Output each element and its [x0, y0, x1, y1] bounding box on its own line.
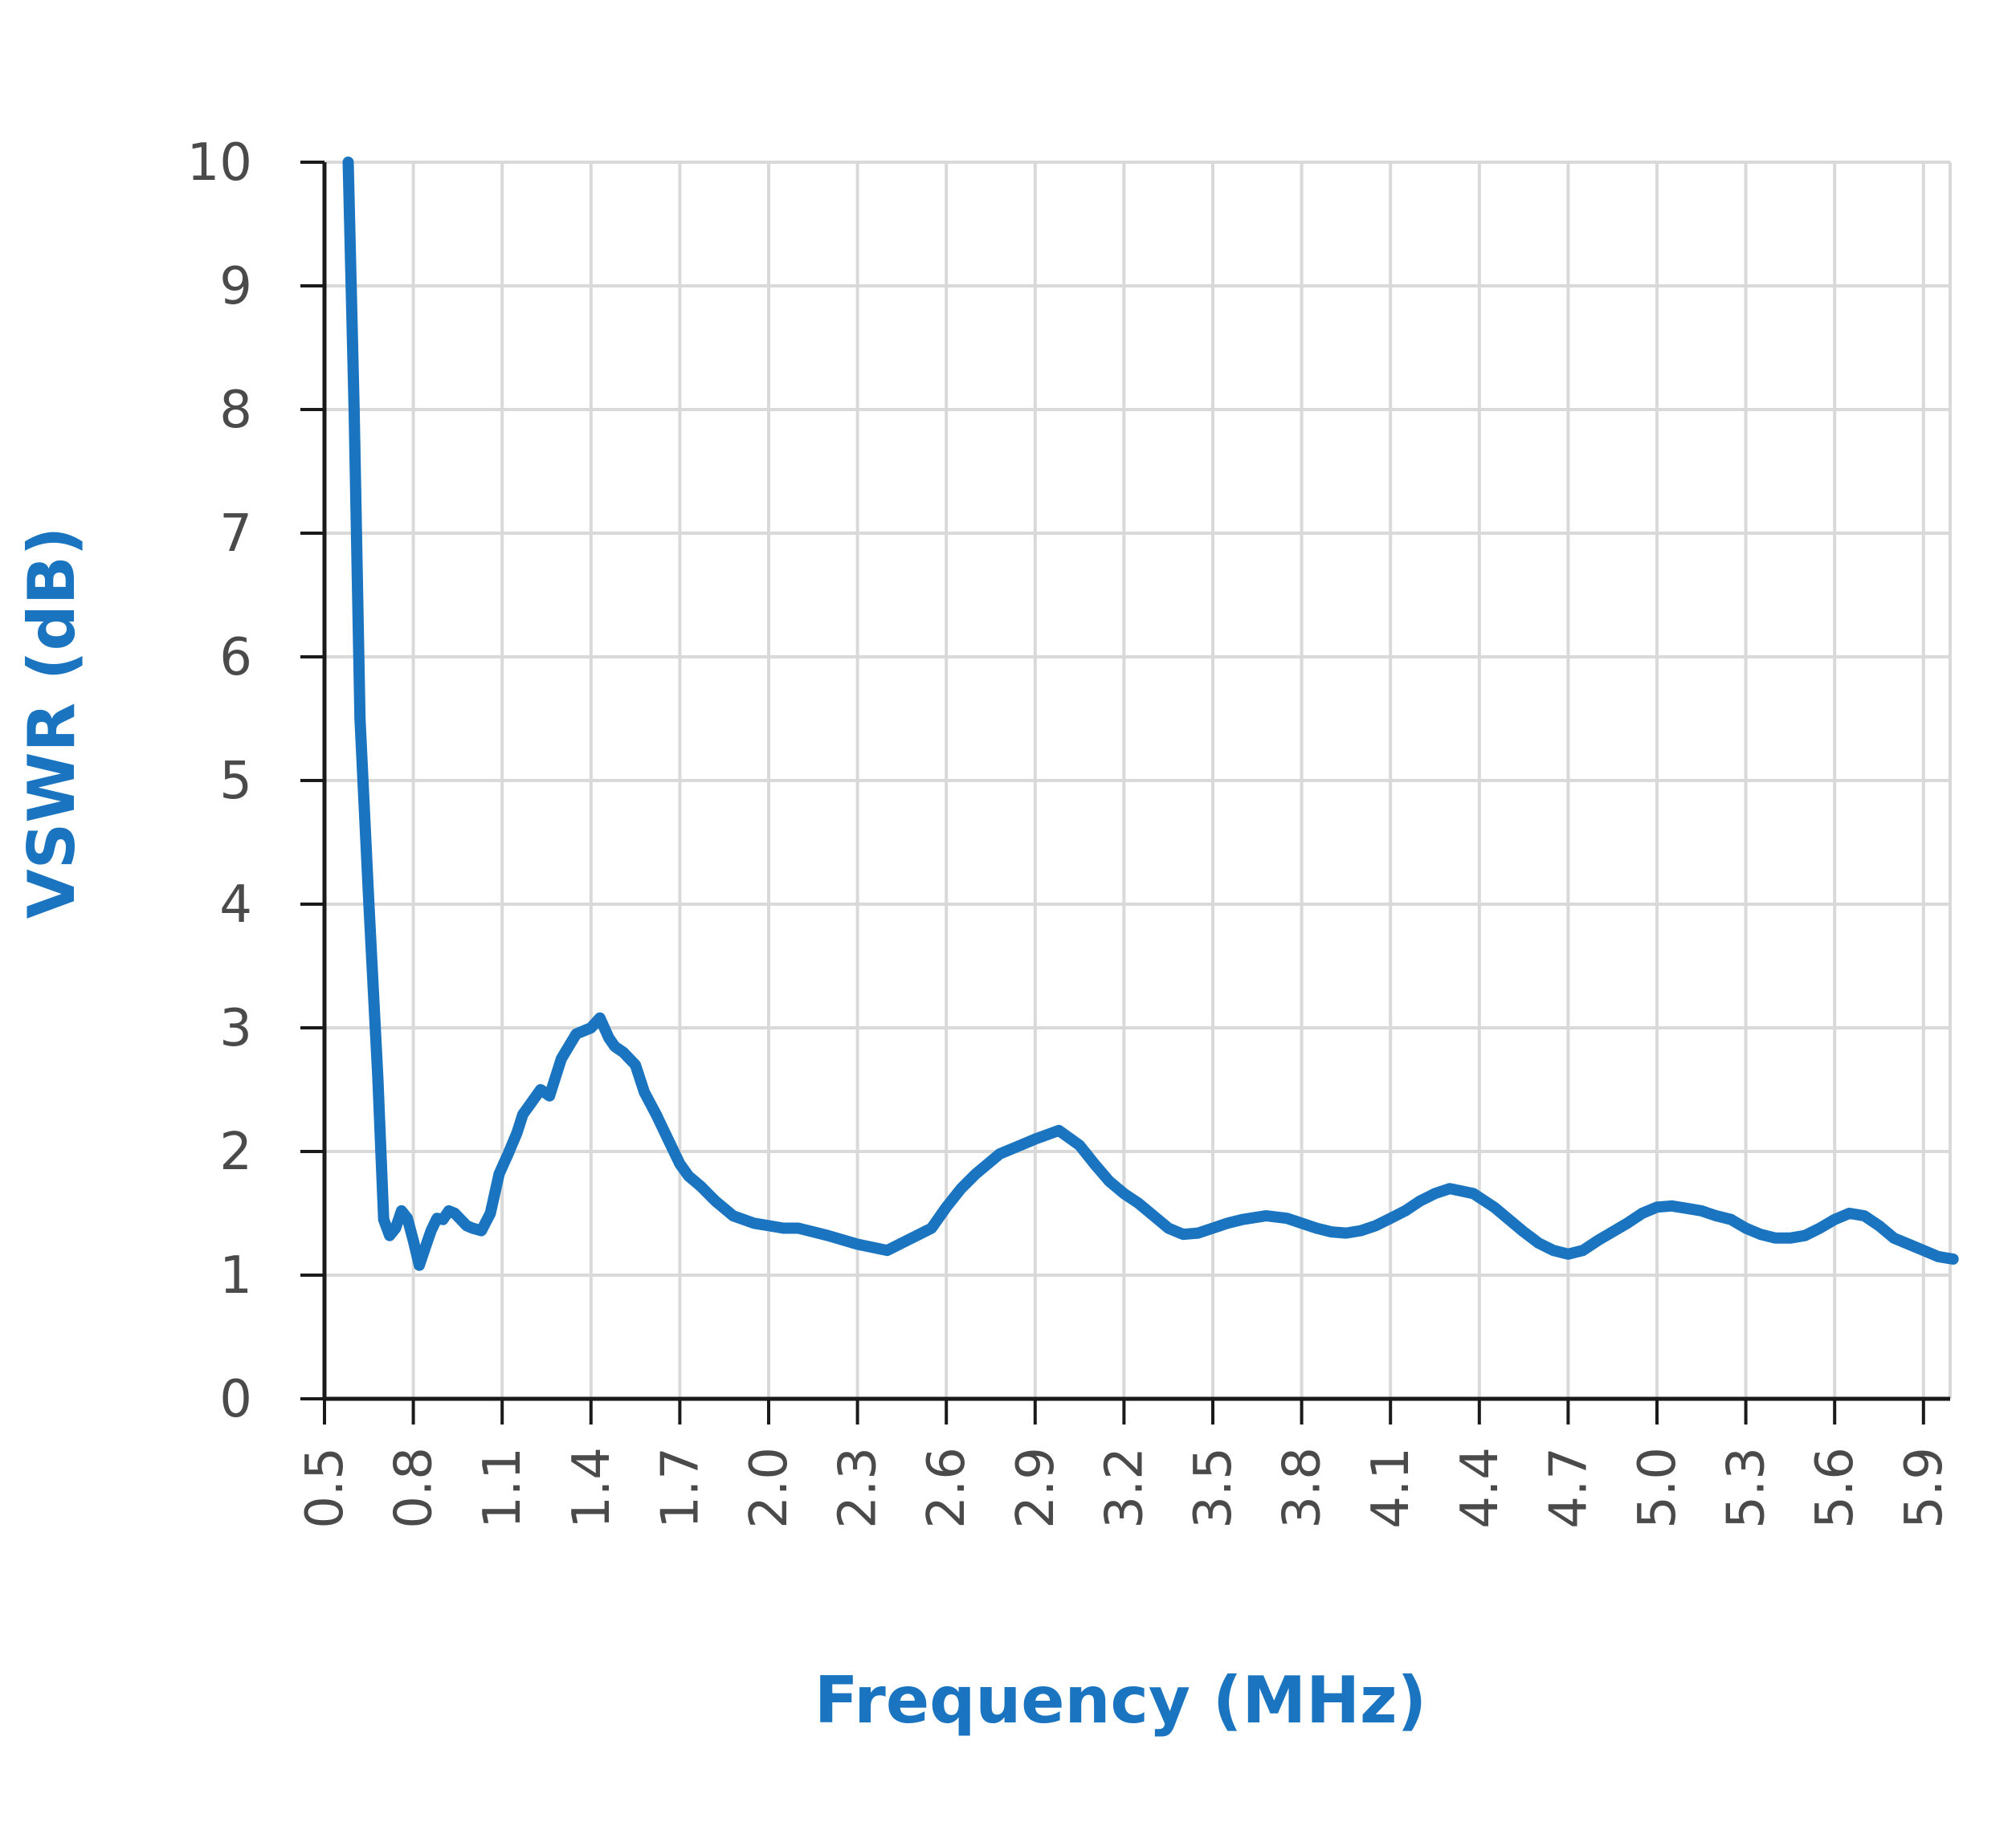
x-tick-label: 5.3	[1717, 1447, 1777, 1529]
y-tick-label: 1	[219, 1246, 252, 1306]
x-tick-label: 1.4	[562, 1447, 622, 1529]
x-tick-label: 4.7	[1539, 1447, 1598, 1529]
x-tick-label: 0.5	[296, 1447, 355, 1529]
x-tick-label: 2.0	[740, 1447, 799, 1529]
x-tick-label: 2.6	[917, 1447, 977, 1529]
x-tick-label: 4.1	[1361, 1447, 1421, 1529]
x-tick-label: 3.8	[1273, 1447, 1332, 1529]
y-tick-label: 10	[187, 133, 252, 193]
tick-labels: 0 1 2 3 4 5 6 7 8 9 10 0.5 0.8 1.1 1.4 1.7 2.0 2.3 2.6 2.9 3…	[187, 133, 1954, 1529]
x-tick-label: 5.9	[1895, 1447, 1954, 1529]
series-line-0	[342, 157, 1959, 1271]
x-tick-label: 5.6	[1806, 1447, 1865, 1529]
y-tick-label: 5	[219, 752, 252, 811]
x-tick-label: 3.2	[1095, 1447, 1154, 1529]
y-tick-label: 4	[219, 875, 252, 935]
y-tick-label: 7	[219, 504, 252, 564]
y-axis-title: VSWR (dB)	[14, 527, 89, 919]
axes	[300, 161, 1950, 1425]
x-tick-label: 2.3	[829, 1447, 888, 1529]
y-tick-label: 2	[219, 1123, 252, 1182]
y-tick-label: 9	[219, 257, 252, 316]
x-tick-label: 4.4	[1451, 1447, 1510, 1529]
x-tick-label: 2.9	[1006, 1447, 1066, 1529]
x-tick-label: 5.0	[1628, 1447, 1687, 1529]
x-tick-label: 1.7	[651, 1447, 710, 1529]
x-axis-title: Frequency (MHz)	[814, 1663, 1426, 1738]
y-tick-label: 8	[219, 381, 252, 440]
y-tick-label: 0	[219, 1370, 252, 1429]
series-layer	[342, 157, 1959, 1271]
x-tick-label: 3.5	[1184, 1447, 1243, 1529]
x-tick-label: 1.1	[473, 1447, 533, 1529]
y-tick-label: 6	[219, 628, 252, 687]
x-tick-label: 0.8	[385, 1447, 444, 1529]
y-tick-label: 3	[219, 999, 252, 1058]
